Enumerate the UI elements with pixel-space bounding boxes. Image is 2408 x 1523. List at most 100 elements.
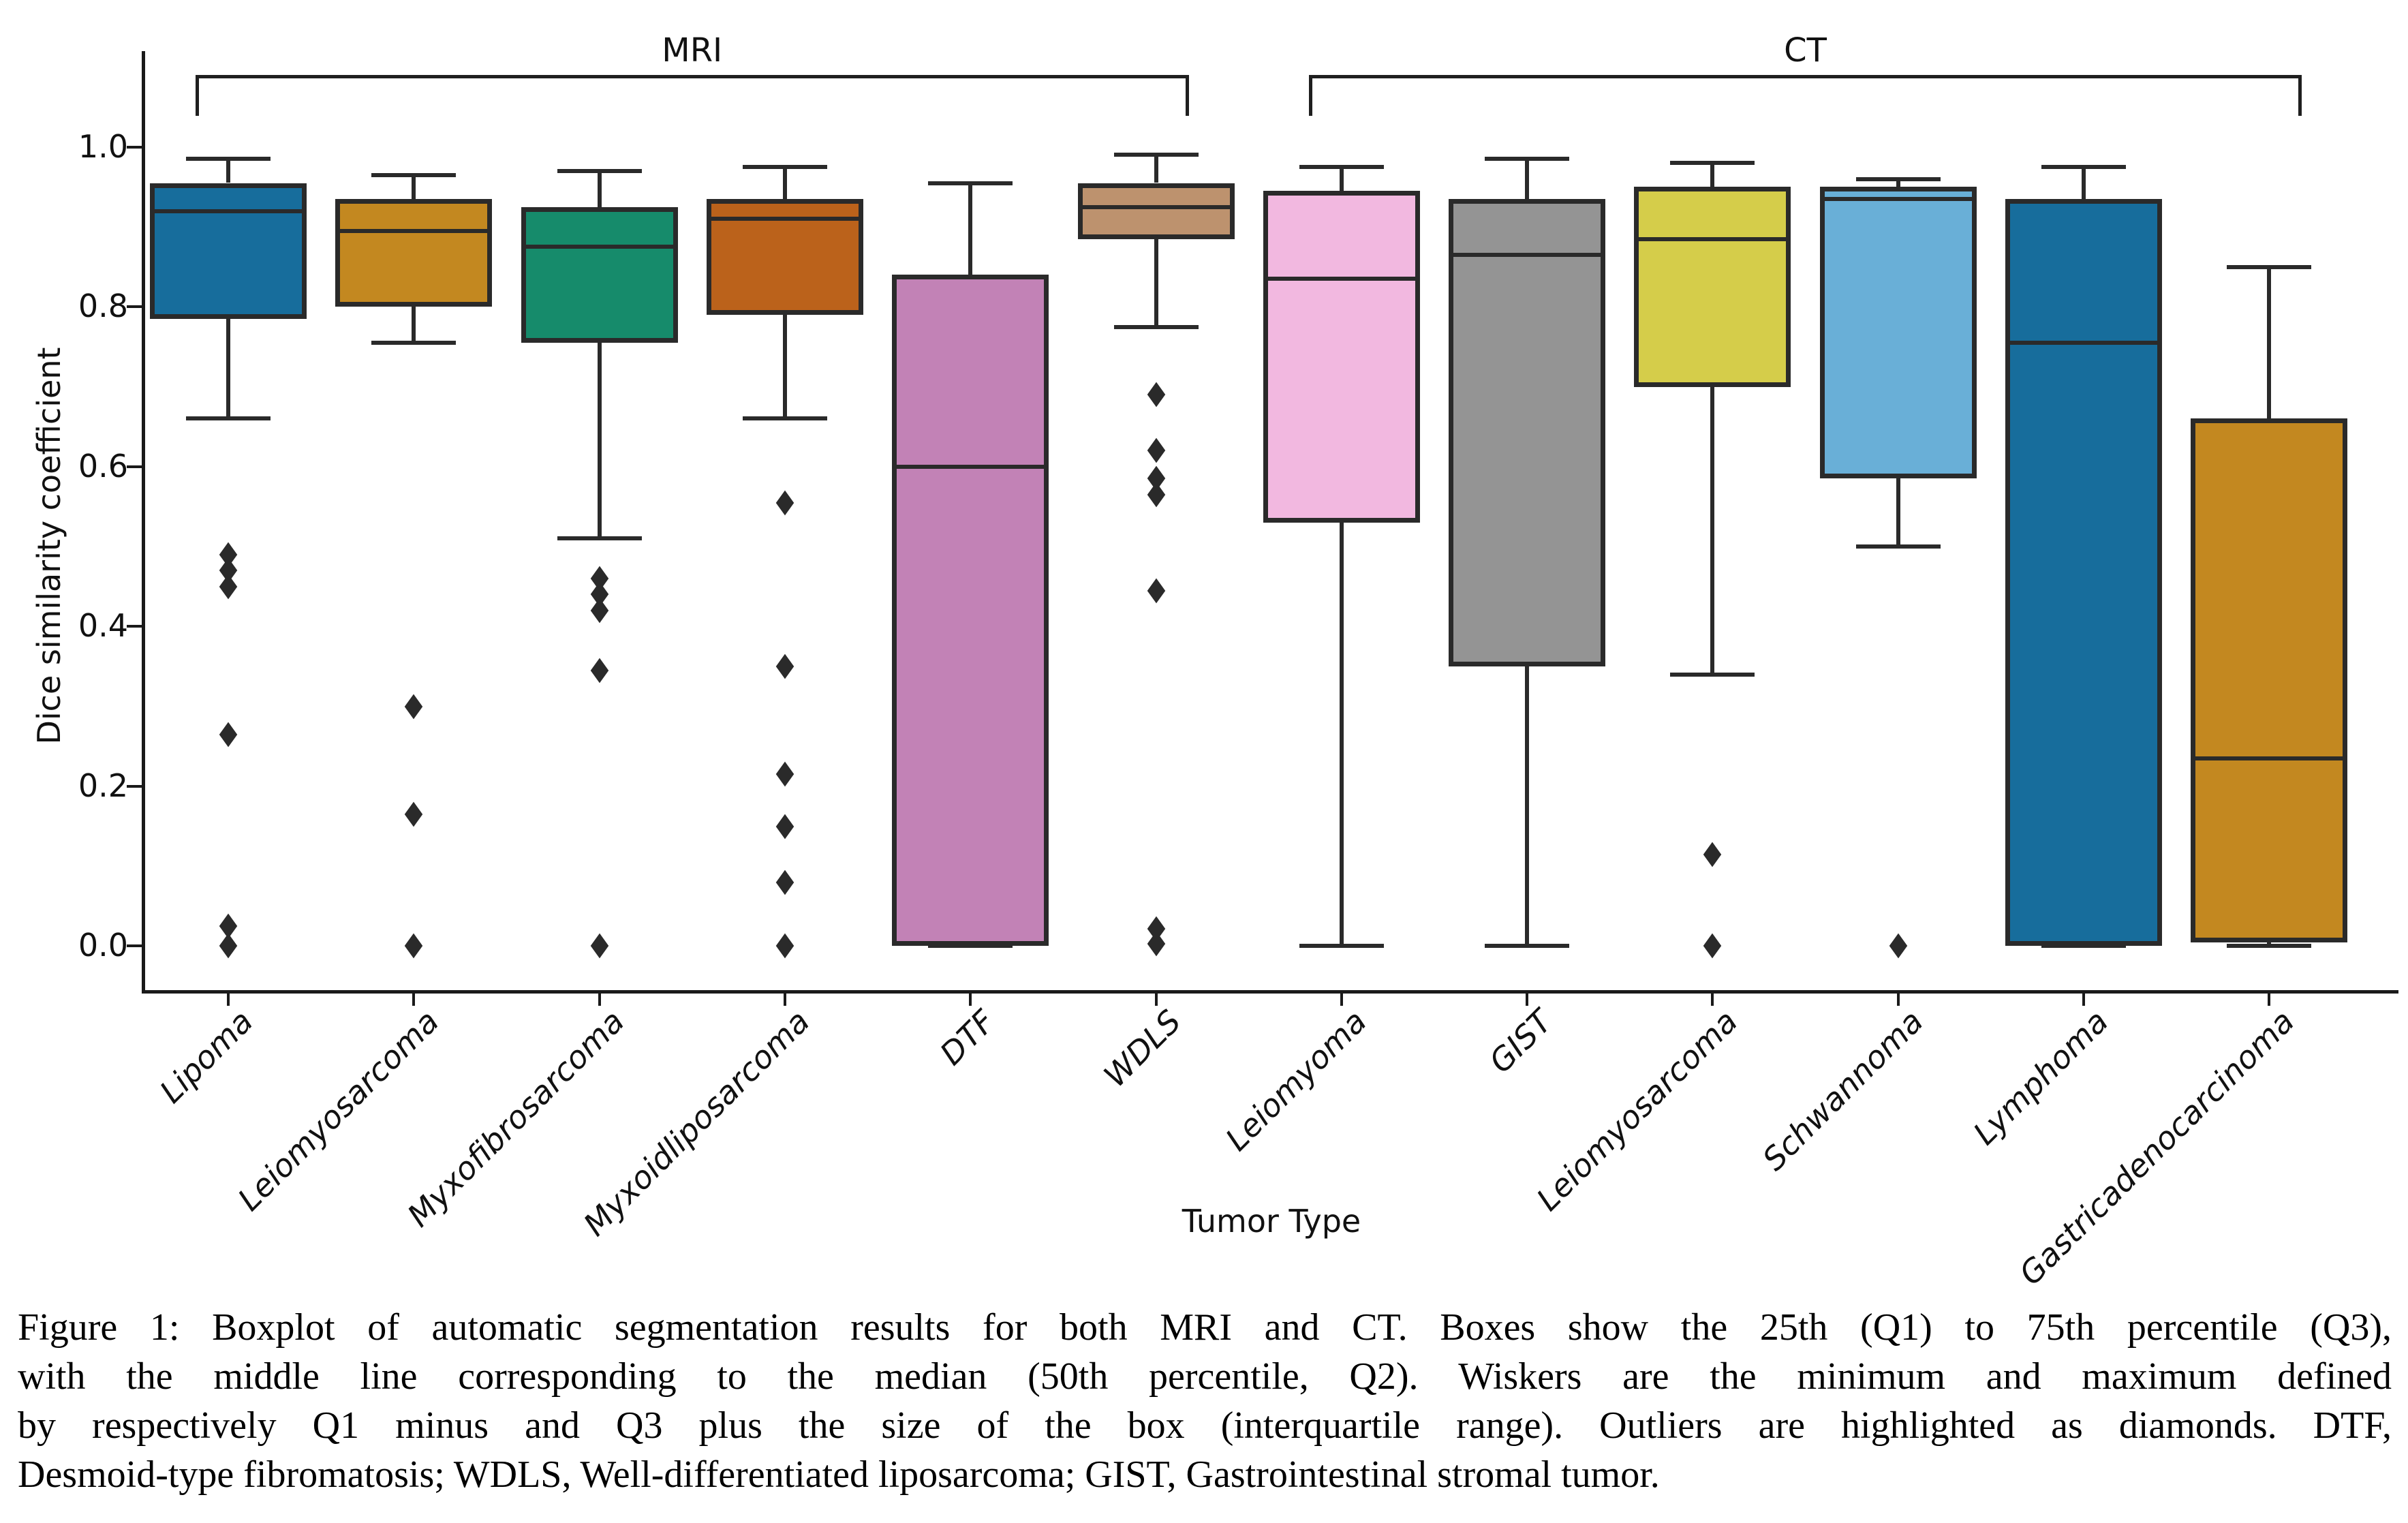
outlier-diamond <box>1703 842 1722 867</box>
upper-whisker-cap <box>1855 176 1941 181</box>
x-tick-mark <box>227 994 230 1006</box>
outlier-diamond <box>590 658 608 683</box>
upper-whisker <box>2082 167 2086 199</box>
upper-whisker-cap <box>1113 153 1199 157</box>
outlier-diamond <box>775 934 794 959</box>
lower-whisker-cap <box>928 944 1013 949</box>
y-tick-mark <box>127 145 142 149</box>
modality-bracket-end <box>1185 75 1189 116</box>
x-tick-mark <box>1154 994 1158 1006</box>
boxplot-canvas: MRI CT <box>127 33 2398 1006</box>
median-line <box>1824 196 1972 201</box>
x-tick-mark <box>783 994 786 1006</box>
outlier-diamond <box>1147 437 1165 463</box>
median-line <box>1267 277 1415 281</box>
outlier-diamond <box>1147 382 1165 407</box>
x-axis-spine <box>142 990 2398 994</box>
lower-whisker-cap <box>2227 944 2312 949</box>
y-axis-title: Dice similarity coefficient <box>31 347 67 745</box>
y-tick-mark <box>127 784 142 788</box>
outlier-diamond <box>775 490 794 515</box>
lower-whisker <box>1710 386 1715 675</box>
modality-bracket-end <box>1308 75 1312 116</box>
x-tick-mark <box>598 994 601 1006</box>
x-tick-mark <box>1340 994 1343 1006</box>
lower-whisker <box>412 307 416 343</box>
outlier-diamond <box>219 934 238 959</box>
x-tick-mark <box>1526 994 1529 1006</box>
upper-whisker <box>1525 159 1530 199</box>
lower-whisker-cap <box>1670 672 1755 677</box>
median-line <box>897 464 1045 469</box>
outlier-diamond <box>219 574 238 600</box>
upper-whisker <box>1710 163 1715 187</box>
outlier-diamond <box>775 761 794 787</box>
figure-caption: Figure 1: Boxplot of automatic segmentat… <box>18 1303 2392 1499</box>
y-tick-label: 0.6 <box>78 447 128 484</box>
lower-whisker-cap <box>1113 324 1199 329</box>
y-tick-label: 0.4 <box>78 607 128 645</box>
lower-whisker <box>1339 522 1344 947</box>
y-tick-label: 1.0 <box>78 127 128 165</box>
lower-whisker <box>1896 478 1900 547</box>
upper-whisker-cap <box>186 157 271 161</box>
outlier-diamond <box>1889 934 1907 959</box>
box-leiomyosarcoma-ct <box>1634 187 1791 387</box>
outlier-diamond <box>775 653 794 679</box>
y-tick-mark <box>127 305 142 309</box>
lower-whisker <box>597 343 602 539</box>
modality-group-label: CT <box>1784 31 1827 70</box>
upper-whisker-cap <box>1299 165 1384 170</box>
upper-whisker <box>412 174 416 199</box>
upper-whisker <box>226 159 230 183</box>
caption-line: by respectively Q1 minus and Q3 plus the… <box>18 1404 2392 1447</box>
y-tick-mark <box>127 944 142 948</box>
outlier-diamond <box>590 598 608 624</box>
outlier-diamond <box>1147 578 1165 603</box>
caption-line: Figure 1: Boxplot of automatic segmentat… <box>18 1306 2392 1349</box>
median-line <box>1453 253 1601 258</box>
upper-whisker <box>1896 179 1900 187</box>
outlier-diamond <box>405 934 423 959</box>
upper-whisker <box>1154 155 1158 183</box>
median-line <box>2010 341 2157 345</box>
lower-whisker <box>1525 666 1530 947</box>
box-myxofibrosarcoma-mri <box>521 206 678 343</box>
x-tick-mark <box>969 994 972 1006</box>
upper-whisker-cap <box>2041 165 2126 170</box>
x-axis-title: Tumor Type <box>1182 1203 1361 1240</box>
upper-whisker-cap <box>557 168 642 173</box>
outlier-diamond <box>1703 934 1722 959</box>
upper-whisker-cap <box>1485 157 1570 161</box>
box-lipoma-mri <box>150 183 307 319</box>
caption-line: with the middle line corresponding to th… <box>18 1355 2392 1398</box>
median-line <box>525 245 673 249</box>
lower-whisker-cap <box>2041 944 2126 949</box>
x-tick-mark <box>1711 994 1714 1006</box>
upper-whisker-cap <box>928 181 1013 185</box>
y-tick-label: 0.0 <box>78 927 128 964</box>
upper-whisker <box>597 170 602 207</box>
outlier-diamond <box>405 801 423 827</box>
lower-whisker <box>226 318 230 419</box>
modality-bracket-line <box>196 75 1189 78</box>
y-tick-mark <box>127 465 142 468</box>
caption-line: Desmoid-type fibromatosis; WDLS, Well-di… <box>18 1453 1660 1496</box>
x-tick-mark <box>2268 994 2271 1006</box>
box-wdls-mri <box>1077 183 1235 239</box>
x-tick-mark <box>412 994 416 1006</box>
upper-whisker <box>968 183 973 275</box>
x-tick-mark <box>2082 994 2085 1006</box>
lower-whisker-cap <box>1485 944 1570 949</box>
median-line <box>155 209 302 213</box>
x-tick-mark <box>1896 994 1900 1006</box>
lower-whisker <box>782 315 787 419</box>
lower-whisker <box>1154 239 1158 327</box>
box-gastricadenocarcinoma-ct <box>2191 418 2348 942</box>
upper-whisker <box>2267 266 2272 419</box>
box-dtf-mri <box>892 275 1049 947</box>
y-tick-mark <box>127 625 142 628</box>
modality-bracket-end <box>2298 75 2302 116</box>
y-tick-label: 0.2 <box>78 767 128 804</box>
outlier-diamond <box>590 934 608 959</box>
